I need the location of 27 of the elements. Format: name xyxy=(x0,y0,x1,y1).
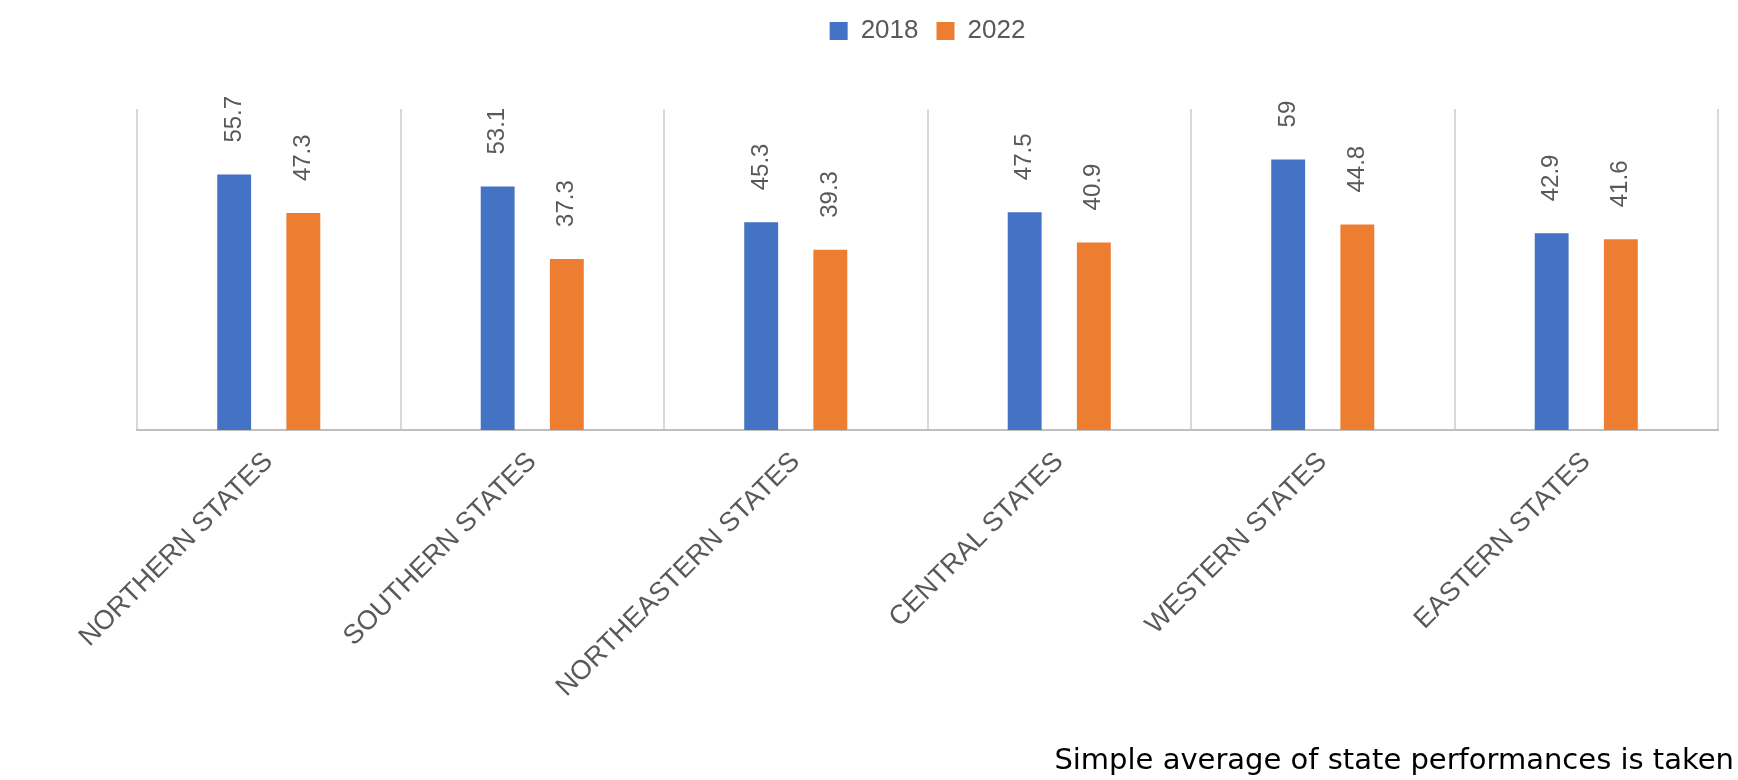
bar xyxy=(549,258,584,430)
data-label: 55.7 xyxy=(218,95,246,143)
data-label: 47.3 xyxy=(287,134,315,182)
bar xyxy=(744,222,779,430)
text: Simple average of state performances is taken xyxy=(1054,742,1734,777)
data-label: 37.3 xyxy=(551,180,579,227)
bar xyxy=(1340,224,1375,430)
bar xyxy=(1603,239,1638,430)
data-label: 39.3 xyxy=(814,171,842,218)
bar xyxy=(217,174,252,430)
bar xyxy=(286,213,321,430)
data-label: 45.3 xyxy=(745,143,773,191)
bar xyxy=(1076,242,1111,430)
data-label: 44.8 xyxy=(1341,145,1369,193)
legend-label: 2018 xyxy=(860,14,919,45)
bar xyxy=(480,186,515,430)
legend-label: 2022 xyxy=(967,14,1026,45)
data-label: 59 xyxy=(1272,100,1300,128)
data-label: 53.1 xyxy=(482,107,510,155)
bar xyxy=(813,249,848,430)
data-label: 47.5 xyxy=(1009,133,1037,181)
data-label: 42.9 xyxy=(1536,154,1564,202)
data-label: 41.6 xyxy=(1605,160,1633,208)
bar xyxy=(1271,159,1306,430)
bar xyxy=(1534,233,1569,430)
data-label: 40.9 xyxy=(1078,163,1106,211)
bar xyxy=(1007,212,1042,430)
